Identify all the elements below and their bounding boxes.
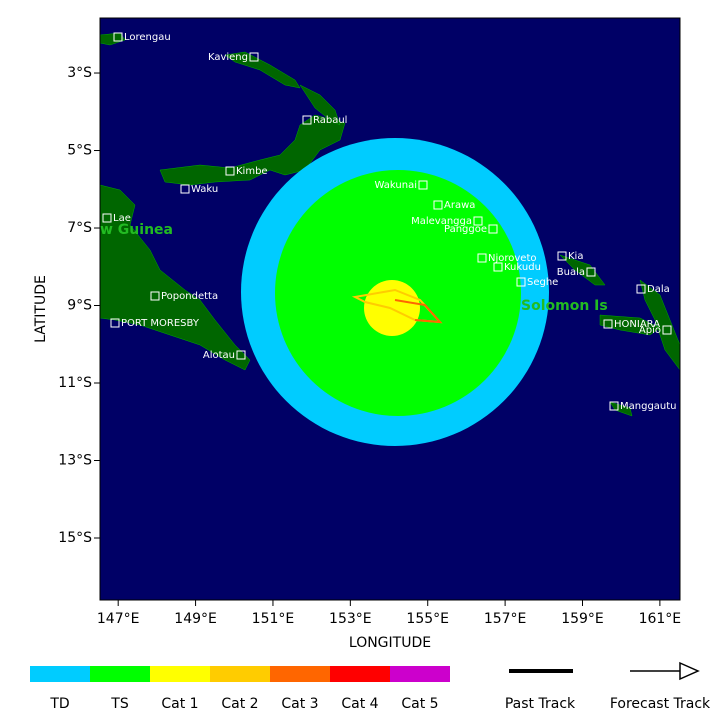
map-frame: [99, 17, 681, 601]
legend-swatch: [390, 666, 450, 682]
x-axis-title: LONGITUDE: [349, 635, 431, 651]
y-axis-title: LATITUDE: [33, 275, 49, 343]
place-marker: [180, 184, 190, 194]
place-marker: [662, 325, 672, 335]
legend-label: Cat 4: [341, 696, 378, 710]
x-tick-label: 147°E: [97, 611, 140, 627]
place-label: Malevangga: [411, 216, 472, 227]
legend-swatch: [90, 666, 150, 682]
place-label: HONIARA: [614, 319, 660, 330]
place-marker: [102, 213, 112, 223]
y-tick-label: 15°S: [58, 530, 92, 546]
place-label: Kimbe: [236, 166, 268, 177]
legend-label: Cat 5: [401, 696, 438, 710]
place-marker: [110, 318, 120, 328]
place-label: Waku: [191, 184, 218, 195]
x-tick-label: 153°E: [329, 611, 372, 627]
y-tick-label: 13°S: [58, 453, 92, 469]
place-marker: [473, 216, 483, 226]
y-tick-label: 11°S: [58, 375, 92, 391]
y-tick-label: 3°S: [67, 65, 92, 81]
place-label: Popondetta: [161, 291, 218, 302]
legend-swatch: [270, 666, 330, 682]
place-label: Wakunai: [375, 180, 417, 191]
place-marker: [557, 251, 567, 261]
x-tick-label: 161°E: [639, 611, 682, 627]
region-label: Solomon Is: [521, 298, 608, 314]
place-label: Dala: [647, 284, 670, 295]
place-label: Alotau: [203, 350, 235, 361]
place-label: Seghe: [527, 277, 558, 288]
x-tick-label: 157°E: [484, 611, 527, 627]
forecast-track-arrow: [679, 661, 700, 681]
x-tick-label: 155°E: [406, 611, 449, 627]
place-label: Buala: [557, 267, 585, 278]
track-outline: [394, 299, 443, 324]
place-label: Kavieng: [208, 52, 248, 63]
x-tick-label: 151°E: [252, 611, 295, 627]
y-tick-label: 7°S: [67, 220, 92, 236]
storm-swath: [241, 138, 549, 446]
legend-label: Past Track: [505, 696, 576, 710]
place-label: Manggautu: [620, 401, 677, 412]
x-tick-label: 149°E: [174, 611, 217, 627]
place-label: Kukudu: [504, 262, 541, 273]
place-marker: [113, 32, 123, 42]
legend-label: Cat 2: [221, 696, 258, 710]
place-label: Rabaul: [313, 115, 347, 126]
legend-label: TS: [110, 696, 129, 710]
place-marker: [516, 277, 526, 287]
place-marker: [477, 253, 487, 263]
legend-label: Cat 1: [161, 696, 198, 710]
place-label: Panggoe: [444, 224, 487, 235]
place-marker: [150, 291, 160, 301]
place-label: PORT MORESBY: [121, 318, 200, 329]
place-marker: [493, 262, 503, 272]
place-marker: [433, 200, 443, 210]
place-marker: [586, 267, 596, 277]
place-label: Arawa: [444, 200, 475, 211]
x-tick-label: 159°E: [561, 611, 604, 627]
legend-label: Forecast Track: [610, 696, 711, 710]
place-marker: [225, 166, 235, 176]
y-tick-label: 9°S: [67, 298, 92, 314]
place-marker: [609, 401, 619, 411]
place-label: Kia: [568, 251, 583, 262]
place-label: Lae: [113, 213, 131, 224]
legend-swatch: [30, 666, 90, 682]
region-label: w Guinea: [100, 222, 173, 238]
legend-swatch: [210, 666, 270, 682]
legend-label: Cat 3: [281, 696, 318, 710]
place-marker: [249, 52, 259, 62]
place-marker: [302, 115, 312, 125]
legend-swatch: [330, 666, 390, 682]
place-marker: [603, 319, 613, 329]
legend-swatch: [150, 666, 210, 682]
place-marker: [236, 350, 246, 360]
place-marker: [488, 224, 498, 234]
legend-label: TD: [49, 696, 69, 710]
place-label: Njoroveto: [488, 253, 537, 264]
place-label: Apio: [639, 325, 661, 336]
y-tick-label: 5°S: [67, 143, 92, 159]
place-marker: [418, 180, 428, 190]
place-label: Lorengau: [124, 32, 171, 43]
place-marker: [636, 284, 646, 294]
